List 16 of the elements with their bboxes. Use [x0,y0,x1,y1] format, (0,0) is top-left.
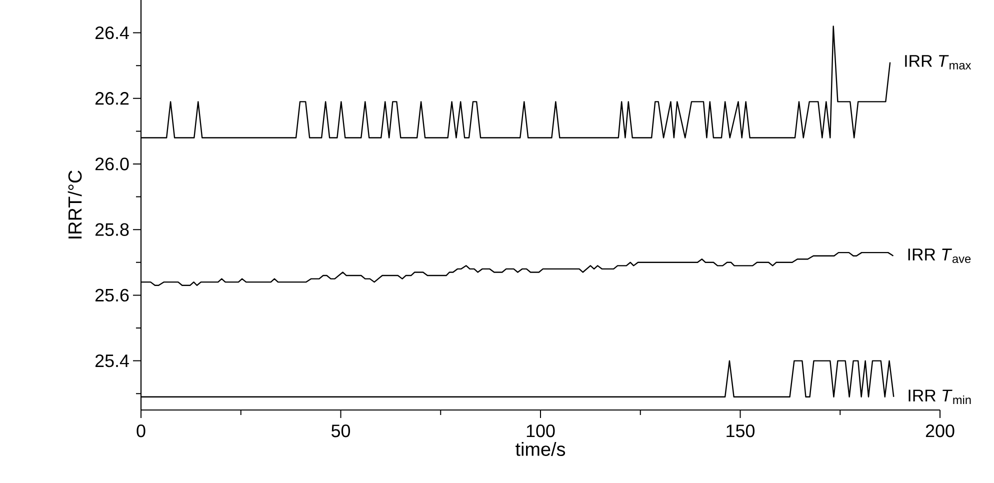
x-tick-label: 200 [926,424,954,438]
y-tick-label: 26.0 [95,158,129,170]
x-axis-title: time/s [516,442,566,456]
series-label: IRR T$_{max}$ [905,55,972,70]
x-tick-label: 0 [136,424,146,438]
x-tick-label: 50 [331,424,350,438]
series-label: IRR T$_{ave}$ [908,248,971,264]
series-label: IRR T$_{min}$ [908,390,971,404]
y-tick-label: 25.4 [95,354,129,368]
x-tick-label: 150 [726,424,755,438]
x-tick-label: 100 [526,424,555,438]
y-tick-label: 26.4 [95,26,129,40]
y-tick-label: 25.6 [95,288,129,302]
y-tick-label: 26.2 [95,92,129,105]
y-tick-label: 25.8 [95,223,129,236]
y-axis-title: IRRT/°C [68,170,82,238]
